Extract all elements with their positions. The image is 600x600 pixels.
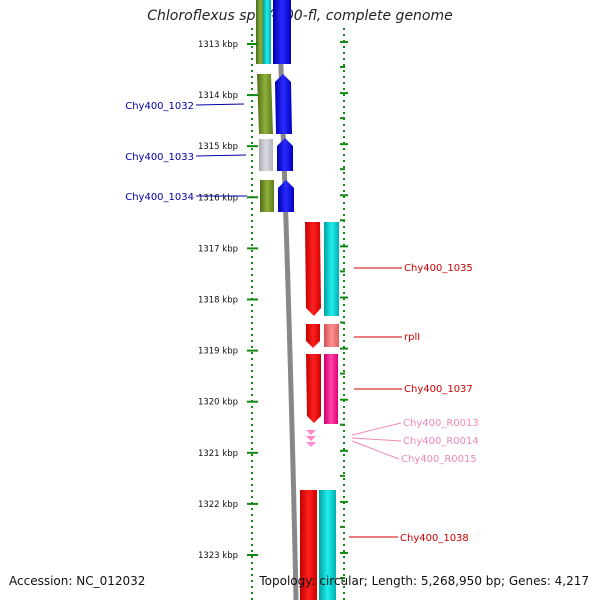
gene-label: Chy400_1034 (125, 192, 194, 203)
gene-label-leader (351, 440, 400, 460)
trna-mark (306, 430, 316, 435)
gene-tile (263, 0, 271, 64)
gene-tile (305, 222, 321, 316)
gene-tile (306, 354, 321, 423)
gene-tile (300, 490, 317, 600)
gene-tile (319, 490, 336, 600)
gene-label: Chy400_1035 (404, 263, 473, 274)
ruler-tick-label: 1313 kbp (198, 40, 238, 50)
gene-label: Chy400_1038 (400, 533, 469, 544)
gene-label: Chy400_R0014 (403, 436, 479, 447)
ruler-tick-label: 1316 kbp (198, 193, 238, 203)
ruler-tick-label: 1323 kbp (198, 551, 238, 561)
gene-tile (278, 180, 294, 212)
gene-label: rplI (404, 332, 420, 343)
gene-label-leader (351, 437, 402, 442)
gene-label-leader (351, 422, 402, 436)
gene-tile (306, 324, 320, 348)
gene-tile (256, 0, 265, 64)
gene-tile (324, 324, 339, 347)
right-ring-ticks (340, 41, 348, 579)
gene-label: Chy400_R0013 (403, 418, 479, 429)
gene-tile (257, 74, 273, 134)
left-gene-labels: Chy400_1032 Chy400_1033 Chy400_1034 (125, 101, 247, 203)
genome-summary-text: Topology: circular; Length: 5,268,950 bp… (259, 574, 589, 588)
ruler-tick-label: 1317 kbp (198, 244, 238, 254)
accession-text: Accession: NC_012032 (9, 574, 146, 588)
gene-tile (260, 180, 274, 212)
ruler-tick-label: 1314 kbp (198, 91, 238, 101)
gene-tile (324, 222, 339, 316)
gene-label: Chy400_1032 (125, 101, 194, 112)
gene-block-upper (256, 0, 294, 212)
gene-tile (324, 354, 338, 424)
ruler-tick-label: 1318 kbp (198, 296, 238, 306)
ruler-tick-label: 1321 kbp (198, 449, 238, 459)
gene-tile (259, 139, 273, 171)
gene-label-leader (195, 103, 245, 106)
gene-tile (273, 0, 291, 64)
ruler-tick-label: 1320 kbp (198, 398, 238, 408)
map-title: Chloroflexus sp. Y-400-fl, complete geno… (147, 8, 453, 24)
gene-tile (275, 74, 292, 134)
ruler-tick-label: 1322 kbp (198, 500, 238, 510)
kbp-ruler: 1313 kbp 1314 kbp 1315 kbp 1316 kbp 1317 kbp… (198, 40, 258, 561)
gene-label: Chy400_1037 (404, 384, 473, 395)
gene-label: Chy400_1033 (125, 152, 194, 163)
ruler-tick-label: 1319 kbp (198, 347, 238, 357)
trna-mark (306, 436, 316, 441)
gene-tile (277, 138, 293, 171)
trna-mark (306, 442, 316, 447)
gene-label: Chy400_R0015 (401, 454, 477, 465)
right-gene-labels: Chy400_1035 rplI Chy400_1037 Chy400_R0013 Ch… (349, 263, 479, 544)
gene-block-lower (300, 222, 339, 600)
ruler-tick-label: 1315 kbp (198, 142, 238, 152)
gene-label-leader (195, 154, 247, 157)
